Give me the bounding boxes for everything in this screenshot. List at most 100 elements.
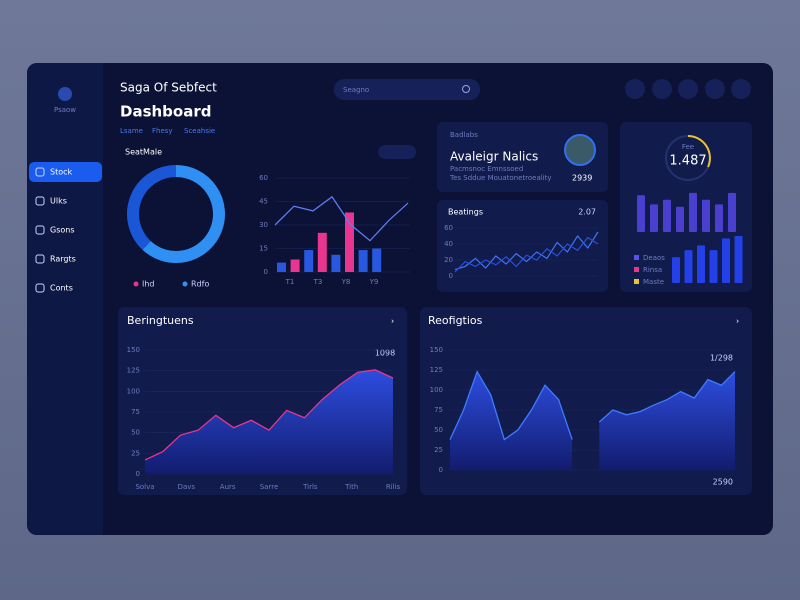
profile-card: [437, 122, 608, 192]
tab[interactable]: Sceahsie: [184, 127, 215, 135]
bar: [637, 195, 645, 232]
profile-label: Badlabs: [450, 131, 478, 139]
y-tick-label: 60: [259, 174, 268, 182]
bar: [317, 232, 327, 272]
x-tick-label: Solva: [135, 483, 154, 491]
x-tick-label: Aurs: [220, 483, 236, 491]
bar: [331, 254, 341, 272]
bar: [684, 250, 693, 283]
area-fill: [145, 369, 393, 474]
x-tick-label: Y9: [369, 278, 379, 286]
legend-swatch: [634, 255, 639, 260]
area-line: [449, 370, 736, 441]
y-tick-label: 100: [127, 387, 140, 395]
tab[interactable]: Fhesy: [152, 127, 173, 135]
line: [274, 195, 409, 242]
icon-button[interactable]: [731, 79, 751, 99]
card-value: 2.07: [578, 208, 596, 217]
y-tick-label: 30: [259, 221, 268, 229]
x-tick-label: Tirls: [302, 483, 318, 491]
y-tick-label: 75: [434, 406, 443, 414]
icon-button[interactable]: [625, 79, 645, 99]
logo-icon: [58, 87, 72, 101]
wave-line: [454, 236, 599, 273]
profile-value: 2939: [572, 174, 592, 183]
bar: [697, 245, 705, 283]
y-tick-label: 0: [264, 268, 268, 276]
bar: [372, 248, 382, 272]
area-fill: [450, 371, 573, 470]
y-tick-label: 75: [131, 408, 140, 416]
wave-card: [437, 200, 608, 292]
profile-subtitle: Pacmsnoc Emnssoed: [450, 165, 523, 173]
icon-button[interactable]: [652, 79, 672, 99]
legend-swatch: [182, 281, 188, 287]
x-tick-label: Y8: [341, 278, 351, 286]
search-placeholder: Seagno: [343, 86, 369, 94]
donut-segment: [142, 165, 225, 263]
x-tick-label: T1: [285, 278, 295, 286]
y-tick-label: 100: [430, 386, 443, 394]
nav-item[interactable]: Ulks: [50, 197, 67, 206]
chevron[interactable]: ›: [391, 317, 394, 326]
legend-label: Maste: [643, 278, 664, 286]
y-tick-label: 125: [127, 367, 140, 375]
y-tick-label: 150: [430, 346, 443, 354]
icon-button[interactable]: [678, 79, 698, 99]
nav-icon: [35, 283, 45, 293]
legend-label: Ihd: [142, 280, 155, 289]
gauge-card: [620, 122, 752, 292]
sidebar: [27, 63, 103, 535]
card-title: Beringtuens: [127, 314, 194, 327]
y-tick-label: 0: [449, 272, 453, 280]
card-title: Beatings: [448, 208, 483, 217]
bar: [663, 199, 671, 232]
legend-label: Deaos: [643, 254, 665, 262]
card-title: SeatMale: [125, 148, 162, 157]
nav-item[interactable]: Gsons: [50, 226, 75, 235]
logo-text: Psaow: [54, 106, 76, 114]
bar: [702, 199, 710, 232]
nav-item[interactable]: Conts: [50, 284, 73, 293]
donut-segment: [127, 165, 177, 250]
toggle[interactable]: [378, 145, 416, 159]
nav-icon: [35, 167, 45, 177]
gauge-value: 1.487: [669, 154, 706, 169]
nav-icon: [35, 196, 45, 206]
bar: [290, 259, 300, 272]
y-tick-label: 0: [439, 466, 443, 474]
bar: [722, 238, 730, 283]
bar: [277, 262, 286, 272]
x-tick-label: T3: [313, 278, 323, 286]
bar: [650, 204, 658, 232]
avatar: [564, 134, 596, 166]
nav-icon: [35, 225, 45, 235]
tab[interactable]: Lsame: [120, 127, 143, 135]
y-tick-label: 15: [259, 245, 268, 253]
x-tick-label: Rilis: [386, 483, 401, 491]
page-title: Dashboard: [120, 103, 211, 121]
profile-description: Tes Sddue Mouatonetroeality: [449, 174, 552, 182]
bar: [734, 236, 743, 283]
legend-label: Rinsa: [643, 266, 662, 274]
nav-item[interactable]: Rargts: [50, 255, 76, 264]
chevron[interactable]: ›: [736, 317, 739, 326]
search-icon: [462, 85, 470, 93]
nav-active: [29, 162, 102, 182]
wave-line: [454, 231, 599, 271]
y-tick-label: 0: [136, 470, 140, 478]
bar: [689, 192, 697, 232]
gauge-label: Fee: [682, 143, 694, 151]
y-tick-label: 150: [127, 346, 140, 354]
y-tick-label: 60: [444, 224, 453, 232]
area-fill: [599, 371, 735, 470]
bar: [676, 206, 684, 232]
bar: [304, 250, 314, 272]
icon-button[interactable]: [705, 79, 725, 99]
bar: [358, 250, 368, 272]
y-tick-label: 45: [259, 198, 268, 206]
nav-item[interactable]: Stock: [50, 168, 73, 177]
card-title: Reofigtios: [428, 314, 483, 327]
search-box[interactable]: [334, 79, 480, 100]
